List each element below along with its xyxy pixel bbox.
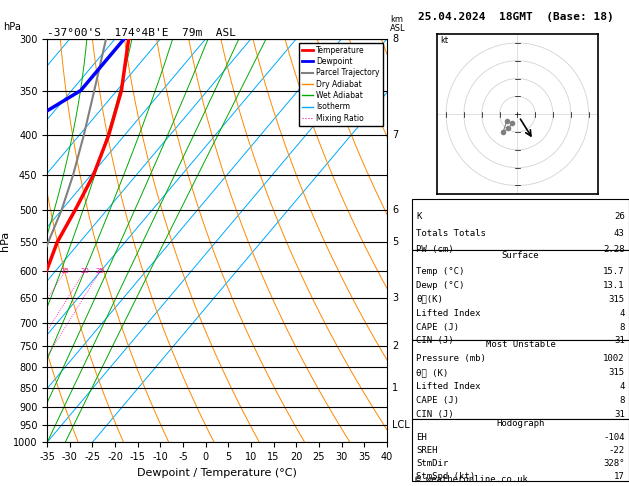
Text: 15.7: 15.7: [603, 267, 625, 276]
Legend: Temperature, Dewpoint, Parcel Trajectory, Dry Adiabat, Wet Adiabat, Isotherm, Mi: Temperature, Dewpoint, Parcel Trajectory…: [299, 43, 383, 125]
Text: -22: -22: [608, 446, 625, 454]
Text: 315: 315: [608, 368, 625, 377]
Text: CIN (J): CIN (J): [416, 410, 454, 419]
Text: Lifted Index: Lifted Index: [416, 382, 481, 391]
Text: 20: 20: [80, 268, 89, 274]
Text: 31: 31: [614, 410, 625, 419]
Text: © weatheronline.co.uk: © weatheronline.co.uk: [415, 474, 528, 484]
Text: CIN (J): CIN (J): [416, 336, 454, 345]
Text: 2.28: 2.28: [603, 245, 625, 255]
Text: 315: 315: [608, 295, 625, 304]
Text: Totals Totals: Totals Totals: [416, 228, 486, 238]
Text: km
ASL: km ASL: [390, 15, 406, 33]
Text: θᴇ(K): θᴇ(K): [416, 295, 443, 304]
Text: Temp (°C): Temp (°C): [416, 267, 465, 276]
Text: 13.1: 13.1: [603, 281, 625, 290]
Text: 7: 7: [392, 130, 398, 140]
Text: -104: -104: [603, 433, 625, 442]
Text: -37°00'S  174°4B'E  79m  ASL: -37°00'S 174°4B'E 79m ASL: [47, 28, 236, 38]
Text: K: K: [416, 212, 421, 221]
Text: 3: 3: [392, 293, 398, 303]
Text: 328°: 328°: [603, 459, 625, 468]
Text: Surface: Surface: [502, 251, 539, 260]
Y-axis label: hPa: hPa: [0, 230, 10, 251]
Text: 5: 5: [392, 237, 398, 247]
Text: Mixing Ratio (g/kg): Mixing Ratio (g/kg): [416, 198, 425, 283]
Text: hPa: hPa: [3, 22, 21, 32]
FancyBboxPatch shape: [412, 419, 629, 481]
Text: 8: 8: [392, 34, 398, 44]
Text: 1: 1: [392, 383, 398, 393]
Text: 6: 6: [392, 205, 398, 215]
Text: EH: EH: [416, 433, 427, 442]
Text: 4: 4: [620, 309, 625, 318]
Text: PW (cm): PW (cm): [416, 245, 454, 255]
Text: Most Unstable: Most Unstable: [486, 340, 555, 349]
Text: 8: 8: [620, 396, 625, 405]
Text: Lifted Index: Lifted Index: [416, 309, 481, 318]
Text: 2: 2: [392, 341, 398, 351]
X-axis label: Dewpoint / Temperature (°C): Dewpoint / Temperature (°C): [137, 468, 297, 478]
Text: 1002: 1002: [603, 354, 625, 363]
Text: kt: kt: [441, 36, 449, 45]
Text: 8: 8: [620, 323, 625, 332]
Text: 25.04.2024  18GMT  (Base: 18): 25.04.2024 18GMT (Base: 18): [418, 12, 614, 22]
FancyBboxPatch shape: [412, 250, 629, 340]
Text: 43: 43: [614, 228, 625, 238]
Text: CAPE (J): CAPE (J): [416, 396, 459, 405]
Text: 25: 25: [96, 268, 104, 274]
Text: 15: 15: [60, 268, 69, 274]
Text: SREH: SREH: [416, 446, 438, 454]
FancyBboxPatch shape: [412, 199, 629, 250]
Text: 4: 4: [620, 382, 625, 391]
FancyBboxPatch shape: [412, 340, 629, 419]
Text: LCL: LCL: [392, 420, 409, 430]
Text: 17: 17: [614, 471, 625, 481]
Text: StmDir: StmDir: [416, 459, 448, 468]
Text: 26: 26: [614, 212, 625, 221]
Text: CAPE (J): CAPE (J): [416, 323, 459, 332]
Text: StmSpd (kt): StmSpd (kt): [416, 471, 476, 481]
Text: Dewp (°C): Dewp (°C): [416, 281, 465, 290]
Text: Hodograph: Hodograph: [496, 419, 545, 428]
Text: θᴇ (K): θᴇ (K): [416, 368, 448, 377]
Text: 31: 31: [614, 336, 625, 345]
Text: Pressure (mb): Pressure (mb): [416, 354, 486, 363]
